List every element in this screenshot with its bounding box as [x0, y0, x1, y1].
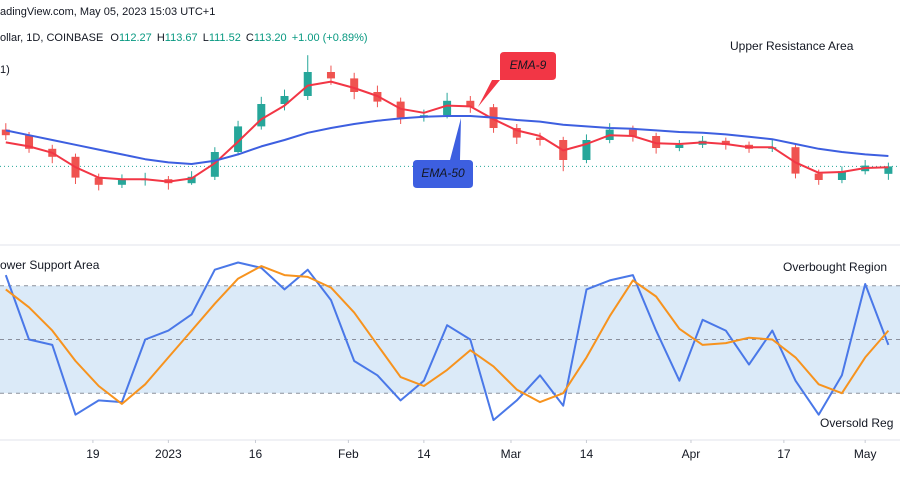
annotation: Upper Resistance Area	[730, 39, 854, 53]
ohlc-value: 111.52	[209, 32, 241, 44]
header-symbol-line: ollar, 1D, COINBASE O112.27 H113.67 L111…	[0, 32, 368, 44]
candle-body	[303, 72, 312, 96]
candle-body	[512, 128, 521, 138]
callout-label: EMA-9	[510, 58, 547, 72]
candle-body	[536, 137, 544, 140]
x-tick-label: 19	[86, 447, 100, 461]
candle-body	[791, 147, 800, 174]
ohlc-key: O	[110, 32, 119, 44]
candle-body	[187, 176, 196, 184]
x-tick-label: 14	[417, 447, 431, 461]
candle-body	[837, 171, 846, 180]
ohlc-key: H	[157, 32, 165, 44]
candle-body	[628, 129, 637, 136]
candle-body	[280, 96, 289, 104]
candle-body	[721, 140, 730, 145]
ema-50-callout	[413, 118, 473, 188]
candle-body	[884, 166, 893, 174]
candle-body	[210, 152, 219, 177]
header-source: adingView.com, May 05, 2023 15:03 UTC+1	[0, 6, 215, 18]
candle-body	[350, 78, 359, 92]
ohlc-key: L	[203, 32, 209, 44]
x-tick-label: 14	[580, 447, 594, 461]
candle-body	[814, 173, 823, 180]
change: +1.00 (+0.89%)	[292, 32, 368, 44]
indicator-label: 1)	[0, 64, 10, 76]
candle-body	[25, 135, 34, 149]
candle-body	[466, 100, 475, 108]
line-series	[5, 80, 889, 183]
ohlc-value: 113.20	[254, 32, 287, 44]
symbol: ollar, 1D, COINBASE	[0, 32, 103, 44]
candle-body	[443, 100, 452, 116]
line-series	[4, 261, 890, 422]
annotation: Overbought Region	[783, 260, 887, 274]
line-series	[5, 265, 890, 405]
ohlc-value: 112.27	[119, 32, 152, 44]
ohlc-value: 113.67	[165, 32, 198, 44]
x-tick-label: Mar	[501, 447, 522, 461]
candle-body	[652, 136, 661, 148]
annotation: ower Support Area	[0, 258, 100, 272]
candle-body	[257, 104, 266, 127]
candle-body	[675, 144, 684, 148]
x-tick-label: 2023	[155, 447, 182, 461]
ema-9-callout	[478, 52, 556, 107]
annotation: Oversold Reg	[820, 416, 893, 430]
plot-area: 19 2023 16 Feb 14 Mar 14 Apr 17 May	[0, 55, 900, 461]
candle-body	[117, 180, 126, 185]
callout-label: EMA-50	[421, 166, 465, 180]
candle-body	[582, 140, 591, 160]
line-series	[5, 115, 889, 165]
candle-body	[1, 129, 10, 136]
oscillator-background	[0, 285, 900, 394]
x-tick-label: 17	[777, 447, 791, 461]
x-tick-label: Feb	[338, 447, 359, 461]
x-tick-label: 16	[249, 447, 263, 461]
candle-body	[234, 126, 243, 152]
candle-body	[326, 72, 335, 79]
x-tick-label: May	[854, 447, 877, 461]
candle-body	[94, 177, 103, 185]
x-tick-label: Apr	[682, 447, 701, 461]
ohlc-key: C	[246, 32, 254, 44]
